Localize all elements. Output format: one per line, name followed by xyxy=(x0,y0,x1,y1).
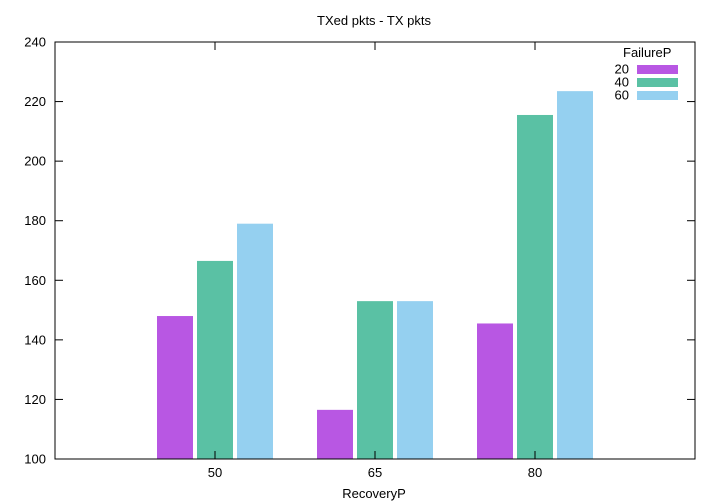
bar-40-80 xyxy=(517,114,553,459)
bar-40-65 xyxy=(357,301,393,459)
legend-label-20: 20 xyxy=(615,62,629,77)
x-tick-label: 65 xyxy=(368,465,382,480)
legend-swatch-40 xyxy=(637,78,678,87)
x-tick-label: 80 xyxy=(528,465,542,480)
chart-title: TXed pkts - TX pkts xyxy=(317,13,431,28)
y-tick-label: 220 xyxy=(24,94,46,109)
legend-swatch-20 xyxy=(637,65,678,74)
y-tick-label: 140 xyxy=(24,332,46,347)
bar-20-80 xyxy=(477,323,513,459)
bars-group xyxy=(157,91,593,460)
bar-60-65 xyxy=(397,301,433,459)
y-tick-label: 240 xyxy=(24,35,46,50)
legend-label-60: 60 xyxy=(615,88,629,103)
bar-60-50 xyxy=(237,223,273,459)
y-axis: 100 120 140 160 180 200 220 240 xyxy=(24,35,695,467)
y-tick-label: 160 xyxy=(24,273,46,288)
y-tick-label: 120 xyxy=(24,392,46,407)
x-axis-label: RecoveryP xyxy=(342,486,406,501)
bar-60-80 xyxy=(557,91,593,460)
legend-swatch-60 xyxy=(637,91,678,100)
legend-label-40: 40 xyxy=(615,75,629,90)
bar-20-50 xyxy=(157,316,193,459)
y-tick-label: 200 xyxy=(24,154,46,169)
y-tick-label: 100 xyxy=(24,452,46,467)
x-axis: 50 65 80 xyxy=(208,42,542,480)
y-tick-label: 180 xyxy=(24,213,46,228)
legend-title: FailureP xyxy=(623,45,671,60)
x-tick-label: 50 xyxy=(208,465,222,480)
bar-40-50 xyxy=(197,260,233,459)
bar-20-65 xyxy=(317,409,353,459)
